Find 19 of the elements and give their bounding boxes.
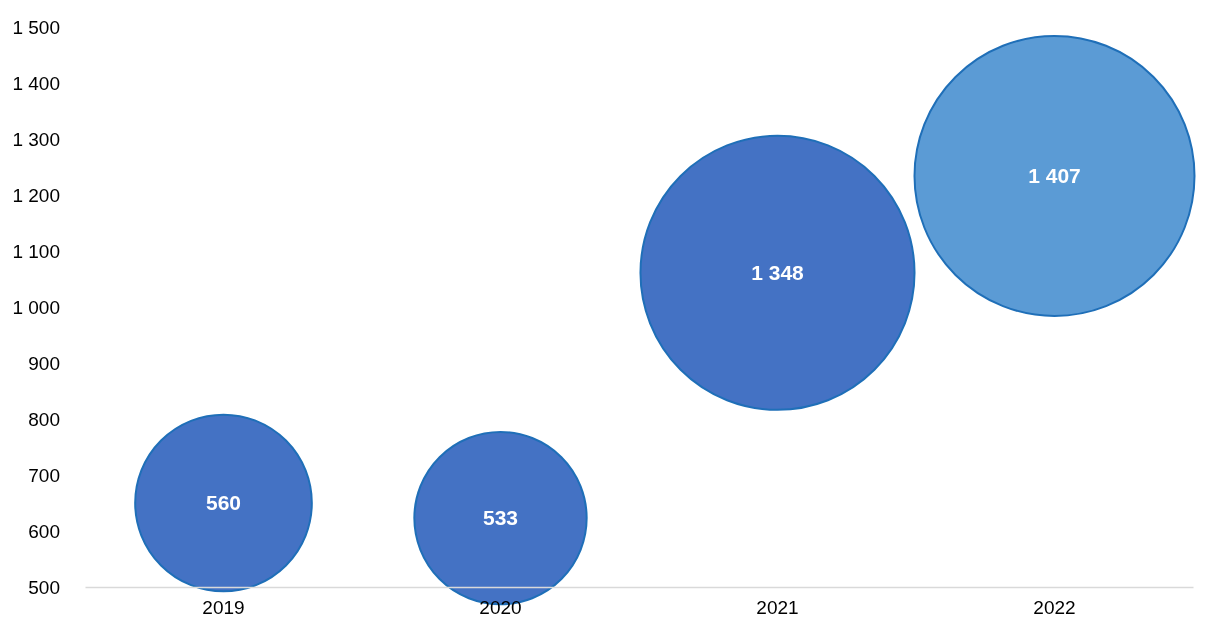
data-label: 533 <box>482 506 519 530</box>
x-tick-label: 2020 <box>479 597 522 619</box>
y-tick-label: 1 300 <box>12 128 60 150</box>
y-tick-label: 1 100 <box>12 240 60 262</box>
y-tick-label: 800 <box>28 408 60 430</box>
data-label: 1 407 <box>1028 164 1081 188</box>
y-tick-label: 1 400 <box>12 72 60 94</box>
y-tick-label: 1 500 <box>12 16 60 38</box>
x-tick-label: 2022 <box>1033 597 1076 619</box>
data-label: 560 <box>205 491 242 515</box>
x-tick-label: 2021 <box>756 597 799 619</box>
y-tick-label: 600 <box>28 520 60 542</box>
y-tick-label: 1 200 <box>12 184 60 206</box>
y-tick-label: 900 <box>28 352 60 374</box>
y-tick-label: 1 000 <box>12 296 60 318</box>
x-tick-label: 2019 <box>202 597 245 619</box>
y-tick-label: 700 <box>28 464 60 486</box>
data-label: 1 348 <box>751 261 805 285</box>
y-tick-label: 500 <box>28 576 60 598</box>
